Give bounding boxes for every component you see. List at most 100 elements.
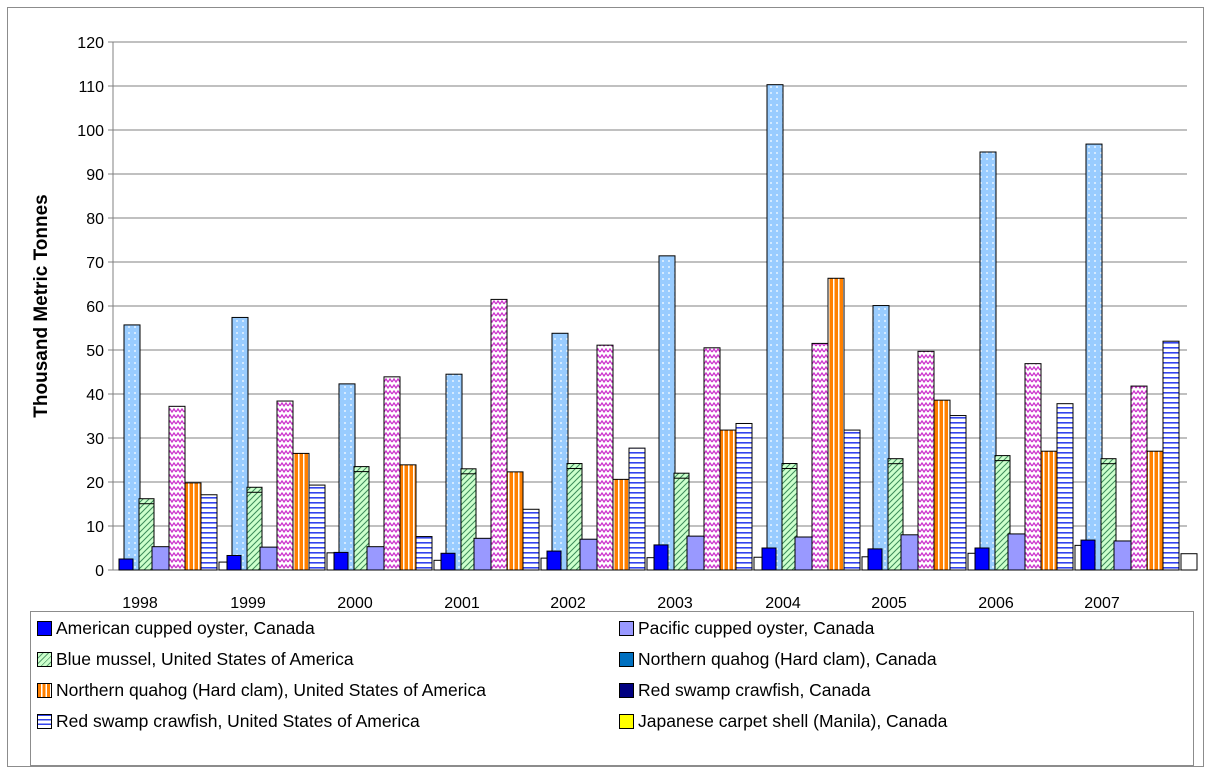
x-tick-label: 2004	[765, 595, 801, 612]
x-tick-label: 2000	[337, 595, 373, 612]
bar-red-swamp-crawfish-usa	[308, 484, 326, 571]
y-axis-label: Thousand Metric Tonnes	[31, 194, 52, 417]
x-tick-label: 2001	[444, 595, 480, 612]
bar-pacific-cupped-oyster-canada	[686, 535, 705, 571]
bar-zigzag-series	[490, 298, 508, 571]
legend-label: Blue mussel, United States of America	[56, 648, 354, 669]
bar-northern-quahog-usa	[1146, 450, 1164, 571]
bars	[118, 84, 1198, 571]
legend-label: American cupped oyster, Canada	[56, 617, 315, 638]
bar-american-cupped-oyster-canada	[974, 547, 990, 571]
legend-label: Northern quahog (Hard clam), Canada	[638, 648, 937, 669]
y-tick-label: 70	[86, 255, 104, 272]
bar-dotted-series	[338, 383, 356, 571]
y-tick-label: 20	[86, 475, 104, 492]
bar-zigzag-series	[168, 405, 186, 571]
bar-american-cupped-oyster-canada	[1080, 539, 1096, 571]
bar-zigzag-series	[703, 347, 721, 571]
legend-swatch	[37, 620, 52, 636]
bar-blue-mussel-usa	[994, 455, 1011, 571]
bar-blue-mussel-usa	[246, 486, 263, 571]
bar-blue-mussel-usa	[887, 458, 904, 571]
bar-zigzag-series	[1130, 385, 1148, 571]
legend-swatch	[619, 651, 634, 667]
legend-swatch	[619, 682, 634, 698]
bar-american-cupped-oyster-canada	[118, 558, 134, 571]
bar-red-swamp-crawfish-usa	[1056, 403, 1074, 571]
y-tick-label: 90	[86, 167, 104, 184]
bar-northern-quahog-usa	[292, 452, 310, 571]
y-tick-label: 40	[86, 387, 104, 404]
y-tick-label: 50	[86, 343, 104, 360]
bar-zigzag-series	[596, 344, 614, 571]
bar-northern-quahog-usa	[399, 464, 417, 571]
y-tick-label: 60	[86, 299, 104, 316]
x-tick-label: 2002	[550, 595, 586, 612]
bar-zigzag-series	[276, 400, 294, 571]
legend-item: Red swamp crawfish, Canada	[619, 678, 870, 702]
legend-label: Red swamp crawfish, United States of Ame…	[56, 710, 420, 731]
bar-pacific-cupped-oyster-canada	[1007, 533, 1026, 571]
bar-pacific-cupped-oyster-canada	[151, 546, 170, 571]
bar-blue-mussel-usa	[1100, 458, 1117, 571]
x-tick-label: 2003	[657, 595, 693, 612]
legend-swatch	[619, 620, 634, 636]
legend-swatch	[37, 713, 52, 729]
bar-dotted-series	[979, 151, 997, 571]
bar-american-cupped-oyster-canada	[761, 547, 777, 571]
legend-item: Northern quahog (Hard clam), United Stat…	[37, 678, 486, 702]
legend-item: Blue mussel, United States of America	[37, 647, 354, 671]
bar-red-swamp-crawfish-usa	[628, 447, 646, 571]
bar-pacific-cupped-oyster-canada	[366, 546, 385, 571]
bar-pacific-cupped-oyster-canada	[579, 538, 598, 571]
chart-frame	[7, 7, 1204, 767]
bar-northern-quahog-usa	[612, 478, 630, 571]
bar-american-cupped-oyster-canada	[440, 552, 456, 571]
bar-northern-quahog-usa	[1040, 450, 1058, 571]
bar-northern-quahog-usa	[933, 399, 951, 571]
legend-swatch	[619, 713, 634, 729]
x-tick-label: 2006	[978, 595, 1014, 612]
x-tick-label: 2005	[871, 595, 907, 612]
bar-dotted-series	[872, 305, 890, 571]
bar-dotted-series	[123, 324, 141, 571]
legend-label: Japanese carpet shell (Manila), Canada	[638, 710, 948, 731]
bar-northern-quahog-usa	[827, 277, 845, 571]
bar-blue-mussel-usa	[353, 466, 370, 571]
bar-pacific-cupped-oyster-canada	[259, 546, 278, 571]
legend-label: Northern quahog (Hard clam), United Stat…	[56, 679, 486, 700]
x-tick-labels: 1998 1999 2000 2001 2002 2003 2004 2005 2006 2007	[122, 595, 1120, 612]
legend-swatch	[37, 682, 52, 698]
legend-label: Red swamp crawfish, Canada	[638, 679, 871, 700]
legend-item: Japanese carpet shell (Manila), Canada	[619, 709, 947, 733]
legend-item: Red swamp crawfish, United States of Ame…	[37, 709, 420, 733]
bar-red-swamp-crawfish-usa	[949, 415, 967, 571]
bar-dotted-series	[445, 373, 463, 571]
bar-blue-mussel-usa	[673, 472, 690, 571]
y-tick-label: 110	[78, 79, 104, 96]
bar-white-series	[1180, 553, 1198, 571]
y-tick-label: 80	[86, 211, 104, 228]
y-tick-label: 10	[86, 519, 104, 536]
bar-red-swamp-crawfish-usa	[415, 536, 433, 571]
bar-northern-quahog-usa	[184, 482, 202, 571]
bar-red-swamp-crawfish-usa	[200, 494, 218, 571]
bar-northern-quahog-usa	[506, 471, 524, 571]
bar-zigzag-series	[383, 376, 401, 571]
legend-label: Pacific cupped oyster, Canada	[638, 617, 875, 638]
bar-red-swamp-crawfish-usa	[843, 429, 861, 571]
bar-red-swamp-crawfish-usa	[522, 508, 540, 571]
y-tick-label: 120	[77, 35, 104, 52]
bar-american-cupped-oyster-canada	[653, 544, 669, 571]
y-tick-label: 0	[95, 563, 104, 580]
bar-pacific-cupped-oyster-canada	[794, 536, 813, 571]
bar-zigzag-series	[917, 350, 935, 571]
bar-american-cupped-oyster-canada	[333, 551, 349, 571]
bar-pacific-cupped-oyster-canada	[1113, 540, 1132, 571]
bar-american-cupped-oyster-canada	[867, 548, 883, 571]
legend-item: Northern quahog (Hard clam), Canada	[619, 647, 937, 671]
legend-item: American cupped oyster, Canada	[37, 616, 315, 640]
bar-dotted-series	[1085, 143, 1103, 571]
x-tick-label: 2007	[1084, 595, 1120, 612]
